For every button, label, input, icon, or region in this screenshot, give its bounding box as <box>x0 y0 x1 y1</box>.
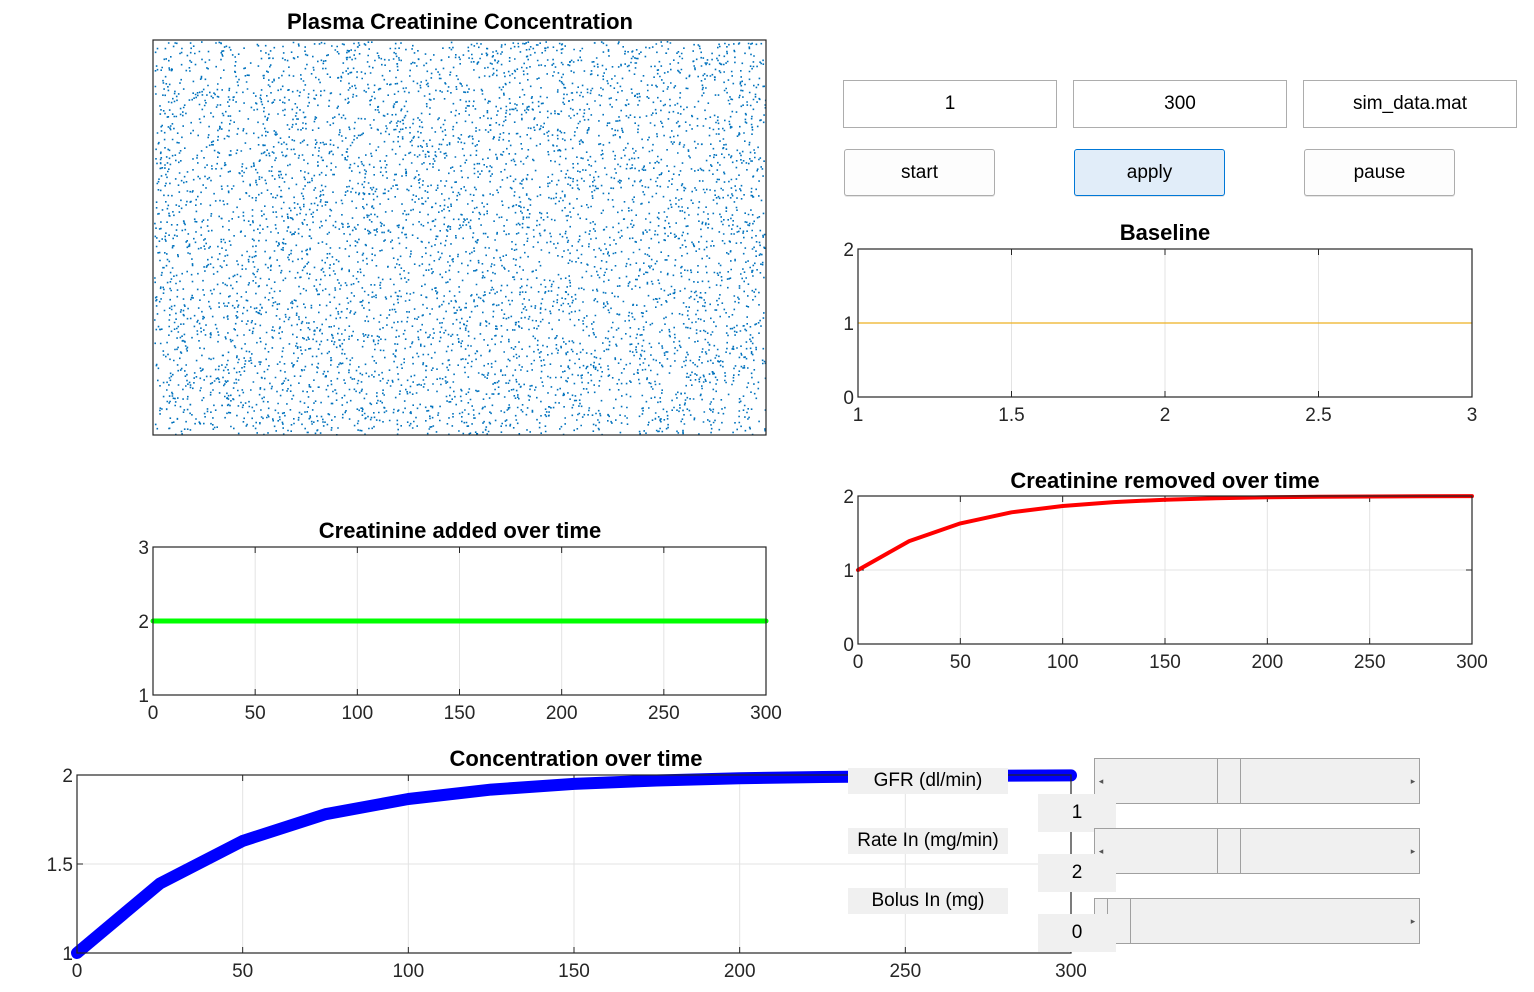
gfr-label: GFR (dl/min) <box>848 768 1008 794</box>
end-value-field[interactable]: 300 <box>1073 80 1287 128</box>
baseline-xtick-label: 1.5 <box>998 405 1024 426</box>
removed-xtick-label: 150 <box>1149 652 1181 673</box>
rate-in-value: 2 <box>1038 854 1116 892</box>
concentration-ytick-label: 2 <box>62 766 73 787</box>
concentration-ytick-label: 1 <box>62 944 73 965</box>
bolus-in-slider-right-arrow-icon[interactable]: ▸ <box>1410 915 1416 926</box>
removed-title: Creatinine removed over time <box>1010 468 1319 493</box>
added-xtick-label: 0 <box>148 703 159 724</box>
added-xtick-label: 300 <box>750 703 782 724</box>
added-ytick-label: 3 <box>138 538 149 559</box>
scatter-marks <box>154 41 767 436</box>
baseline-ytick-label: 0 <box>843 388 854 409</box>
gfr-slider-right-arrow-icon[interactable]: ▸ <box>1410 775 1416 786</box>
baseline-xtick-label: 1 <box>853 405 864 426</box>
start-button[interactable]: start <box>844 149 995 196</box>
bolus-in-slider[interactable]: ◂ ▸ <box>1094 898 1420 944</box>
removed-xtick-label: 250 <box>1354 652 1386 673</box>
added-axes: Creatinine added over time 0 50 100 150 200 2… <box>138 518 781 724</box>
rate-in-slider-right-arrow-icon[interactable]: ▸ <box>1410 845 1416 856</box>
baseline-xtick-label: 2 <box>1160 405 1171 426</box>
bolus-in-value: 0 <box>1038 914 1116 952</box>
concentration-xtick-label: 250 <box>889 961 921 982</box>
removed-axes: Creatinine removed over time 0 50 100 150 20… <box>843 468 1487 673</box>
removed-ytick-label: 2 <box>843 487 854 508</box>
baseline-title: Baseline <box>1120 220 1211 245</box>
concentration-xtick-label: 100 <box>392 961 424 982</box>
baseline-xtick-label: 3 <box>1467 405 1478 426</box>
concentration-xtick-label: 150 <box>558 961 590 982</box>
concentration-title: Concentration over time <box>449 746 702 771</box>
added-xtick-label: 150 <box>444 703 476 724</box>
rate-in-slider-thumb[interactable] <box>1217 829 1242 873</box>
added-xtick-label: 100 <box>341 703 373 724</box>
pause-button[interactable]: pause <box>1304 149 1455 196</box>
rate-in-slider[interactable]: ◂ ▸ <box>1094 828 1420 874</box>
added-xtick-label: 50 <box>245 703 266 724</box>
added-ytick-label: 1 <box>138 686 149 707</box>
added-title: Creatinine added over time <box>319 518 601 543</box>
concentration-ytick-label: 1.5 <box>47 855 73 876</box>
removed-ytick-label: 1 <box>843 561 854 582</box>
start-value-field[interactable]: 1 <box>843 80 1057 128</box>
removed-xtick-label: 300 <box>1456 652 1488 673</box>
removed-xtick-label: 200 <box>1251 652 1283 673</box>
gfr-value: 1 <box>1038 794 1116 832</box>
removed-xtick-label: 0 <box>853 652 864 673</box>
removed-ytick-label: 0 <box>843 635 854 656</box>
removed-xtick-label: 50 <box>950 652 971 673</box>
concentration-xtick-label: 50 <box>232 961 253 982</box>
removed-xtick-label: 100 <box>1047 652 1079 673</box>
scatter-axes: Plasma Creatinine Concentration <box>152 9 767 436</box>
scatter-points <box>154 41 767 436</box>
bolus-in-label: Bolus In (mg) <box>848 888 1008 914</box>
file-name-field[interactable]: sim_data.mat <box>1303 80 1517 128</box>
rate-in-label: Rate In (mg/min) <box>848 828 1008 854</box>
baseline-xtick-label: 2.5 <box>1305 405 1331 426</box>
concentration-xtick-label: 0 <box>72 961 83 982</box>
gfr-slider[interactable]: ◂ ▸ <box>1094 758 1420 804</box>
rate-in-slider-left-arrow-icon[interactable]: ◂ <box>1098 845 1104 856</box>
baseline-ytick-label: 1 <box>843 314 854 335</box>
concentration-xtick-label: 300 <box>1055 961 1087 982</box>
scatter-title: Plasma Creatinine Concentration <box>287 9 633 34</box>
gfr-slider-left-arrow-icon[interactable]: ◂ <box>1098 775 1104 786</box>
added-ytick-label: 2 <box>138 612 149 633</box>
apply-button[interactable]: apply <box>1074 149 1225 196</box>
added-xtick-label: 250 <box>648 703 680 724</box>
gfr-slider-thumb[interactable] <box>1217 759 1242 803</box>
baseline-ytick-label: 2 <box>843 240 854 261</box>
concentration-xtick-label: 200 <box>724 961 756 982</box>
added-xtick-label: 200 <box>546 703 578 724</box>
